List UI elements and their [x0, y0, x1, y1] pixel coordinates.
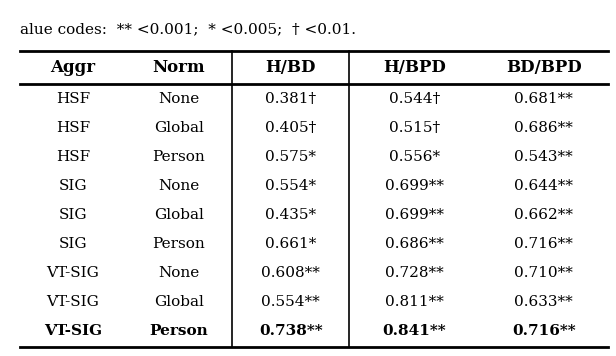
Text: SIG: SIG — [59, 208, 87, 222]
Text: 0.699**: 0.699** — [385, 208, 444, 222]
Text: 0.716**: 0.716** — [514, 237, 573, 251]
Text: 0.841**: 0.841** — [383, 324, 446, 337]
Text: VT-SIG: VT-SIG — [46, 266, 99, 280]
Text: 0.554*: 0.554* — [265, 179, 316, 193]
Text: 0.435*: 0.435* — [265, 208, 316, 222]
Text: SIG: SIG — [59, 237, 87, 251]
Text: Aggr: Aggr — [51, 59, 95, 76]
Text: Norm: Norm — [152, 59, 205, 76]
Text: 0.686**: 0.686** — [514, 121, 573, 135]
Text: SIG: SIG — [59, 179, 87, 193]
Text: 0.644**: 0.644** — [514, 179, 573, 193]
Text: 0.381†: 0.381† — [265, 92, 316, 106]
Text: 0.544†: 0.544† — [389, 92, 440, 106]
Text: Person: Person — [149, 324, 208, 337]
Text: VT-SIG: VT-SIG — [46, 295, 99, 309]
Text: Global: Global — [154, 121, 204, 135]
Text: 0.575*: 0.575* — [265, 150, 316, 164]
Text: 0.811**: 0.811** — [385, 295, 444, 309]
Text: Person: Person — [152, 237, 205, 251]
Text: 0.556*: 0.556* — [389, 150, 440, 164]
Text: Global: Global — [154, 295, 204, 309]
Text: 0.515†: 0.515† — [389, 121, 440, 135]
Text: H/BPD: H/BPD — [383, 59, 445, 76]
Text: None: None — [158, 92, 200, 106]
Text: 0.662**: 0.662** — [514, 208, 573, 222]
Text: 0.661*: 0.661* — [265, 237, 316, 251]
Text: 0.699**: 0.699** — [385, 179, 444, 193]
Text: 0.633**: 0.633** — [514, 295, 573, 309]
Text: 0.716**: 0.716** — [512, 324, 575, 337]
Text: None: None — [158, 266, 200, 280]
Text: VT-SIG: VT-SIG — [44, 324, 102, 337]
Text: 0.738**: 0.738** — [259, 324, 322, 337]
Text: HSF: HSF — [55, 92, 90, 106]
Text: 0.608**: 0.608** — [261, 266, 320, 280]
Text: Global: Global — [154, 208, 204, 222]
Text: HSF: HSF — [55, 121, 90, 135]
Text: alue codes:  ** <0.001;  * <0.005;  † <0.01.: alue codes: ** <0.001; * <0.005; † <0.01… — [20, 23, 356, 37]
Text: 0.681**: 0.681** — [514, 92, 573, 106]
Text: Person: Person — [152, 150, 205, 164]
Text: HSF: HSF — [55, 150, 90, 164]
Text: 0.554**: 0.554** — [261, 295, 320, 309]
Text: None: None — [158, 179, 200, 193]
Text: 0.686**: 0.686** — [385, 237, 444, 251]
Text: H/BD: H/BD — [265, 59, 316, 76]
Text: 0.543**: 0.543** — [514, 150, 573, 164]
Text: 0.710**: 0.710** — [514, 266, 573, 280]
Text: BD/BPD: BD/BPD — [506, 59, 582, 76]
Text: 0.405†: 0.405† — [265, 121, 316, 135]
Text: 0.728**: 0.728** — [385, 266, 444, 280]
